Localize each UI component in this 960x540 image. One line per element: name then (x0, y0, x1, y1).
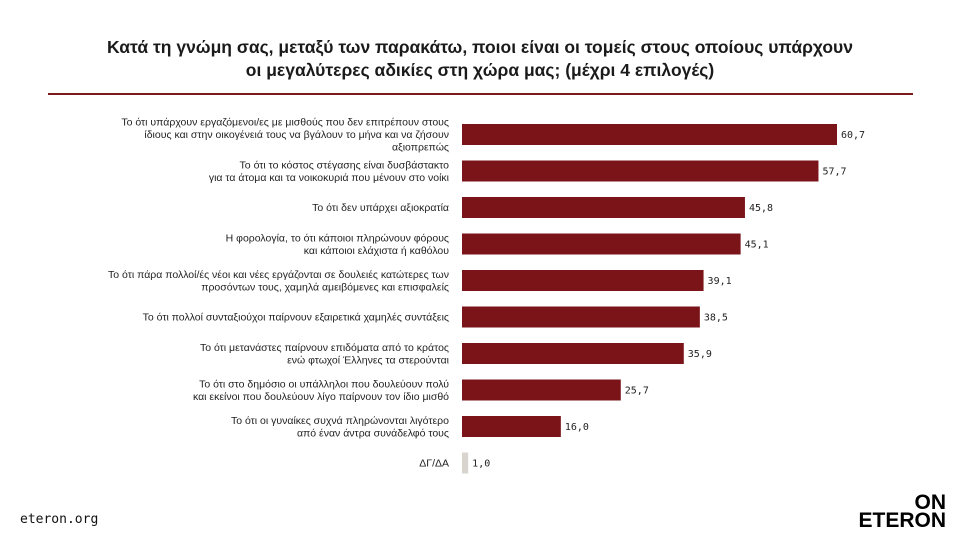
value-label-1: 57,7 (822, 167, 846, 178)
category-label-0-line-1: ίδιους και στην οικογένειά τους να βγάλο… (144, 129, 449, 141)
logo-line-eteron: ETERON (858, 509, 946, 532)
category-label-1-line-0: Το ότι το κόστος στέγασης είναι δυσβάστα… (240, 159, 450, 171)
category-label-7-line-0: Το ότι στο δημόσιο οι υπάλληλοι που δουλ… (199, 378, 449, 390)
category-label-3-line-1: και κάποιοι ελάχιστα ή καθόλου (304, 245, 450, 257)
category-label-0: Το ότι υπάρχουν εργαζόμενοι/ες με μισθού… (121, 117, 449, 154)
category-label-0-line-0: Το ότι υπάρχουν εργαζόμενοι/ες με μισθού… (121, 117, 449, 129)
value-label-0: 60,7 (841, 130, 865, 141)
category-label-9-line-0: ΔΓ/ΔΑ (419, 458, 449, 470)
category-label-8: Το ότι οι γυναίκες συχνά πληρώνονται λιγ… (231, 415, 449, 440)
bar-3 (462, 233, 741, 255)
category-label-4-line-1: προσόντων τους, χαμηλά αμειβόμενες και ε… (201, 281, 449, 293)
category-label-8-line-0: Το ότι οι γυναίκες συχνά πληρώνονται λιγ… (231, 415, 449, 427)
value-label-8: 16,0 (565, 422, 589, 433)
value-label-9: 1,0 (472, 459, 490, 470)
category-label-6: Το ότι μετανάστες παίρνουν επιδόματα από… (200, 342, 450, 367)
bar-9 (462, 452, 469, 474)
bar-5 (462, 306, 700, 328)
category-label-3: Η φορολογία, το ότι κάποιοι πληρώνουν φό… (226, 232, 450, 257)
bar-1 (462, 160, 819, 182)
value-label-3: 45,1 (745, 240, 769, 251)
on-eteron-logo: ON ETERON (846, 491, 947, 532)
value-label-5: 38,5 (704, 313, 728, 324)
chart-title-line-1: Κατά τη γνώμη σας, μεταξύ των παρακάτω, … (107, 37, 853, 57)
value-label-2: 45,8 (749, 203, 773, 214)
category-label-6-line-0: Το ότι μετανάστες παίρνουν επιδόματα από… (200, 342, 449, 354)
bar-6 (462, 343, 684, 364)
category-label-2-line-0: Το ότι δεν υπάρχει αξιοκρατία (312, 202, 449, 214)
category-label-5: Το ότι πολλοί συνταξιούχοι παίρνουν εξαι… (143, 312, 449, 324)
category-label-8-line-1: από έναν άντρα συνάδελφό τους (297, 427, 449, 439)
category-label-0-line-2: αξιοπρεπώς (392, 142, 449, 154)
bar-7 (462, 379, 621, 401)
logo-line-on: ON (914, 491, 947, 514)
title-divider (48, 93, 913, 95)
category-label-4: Το ότι πάρα πολλοί/ές νέοι και νέες εργά… (108, 269, 449, 294)
bar-0 (462, 124, 837, 145)
category-label-6-line-1: ενώ φτωχοί Έλληνες τα στερούνται (287, 354, 450, 366)
category-label-5-line-0: Το ότι πολλοί συνταξιούχοι παίρνουν εξαι… (143, 312, 449, 324)
category-label-1: Το ότι το κόστος στέγασης είναι δυσβάστα… (209, 159, 450, 184)
bar-4 (462, 270, 704, 291)
value-label-6: 35,9 (688, 349, 712, 360)
category-label-7-line-1: και εκείνοι που δουλεύουν λίγο παίρνουν … (193, 391, 449, 403)
category-label-9: ΔΓ/ΔΑ (419, 458, 449, 470)
category-label-1-line-1: για τα άτομα και τα νοικοκυριά που μένου… (209, 172, 450, 184)
category-label-2: Το ότι δεν υπάρχει αξιοκρατία (312, 202, 449, 214)
footer-url: eteron.org (20, 512, 99, 527)
chart-title-line-2: οι μεγαλύτερες αδικίες στη χώρα μας; (μέ… (245, 60, 715, 80)
chart-title: Κατά τη γνώμη σας, μεταξύ των παρακάτω, … (0, 36, 960, 82)
bar-8 (462, 416, 561, 437)
category-label-4-line-0: Το ότι πάρα πολλοί/ές νέοι και νέες εργά… (108, 269, 449, 281)
bar-2 (462, 197, 745, 218)
category-label-7: Το ότι στο δημόσιο οι υπάλληλοι που δουλ… (193, 378, 449, 403)
value-label-7: 25,7 (625, 386, 649, 397)
value-label-4: 39,1 (708, 276, 732, 287)
category-label-3-line-0: Η φορολογία, το ότι κάποιοι πληρώνουν φό… (226, 232, 449, 244)
